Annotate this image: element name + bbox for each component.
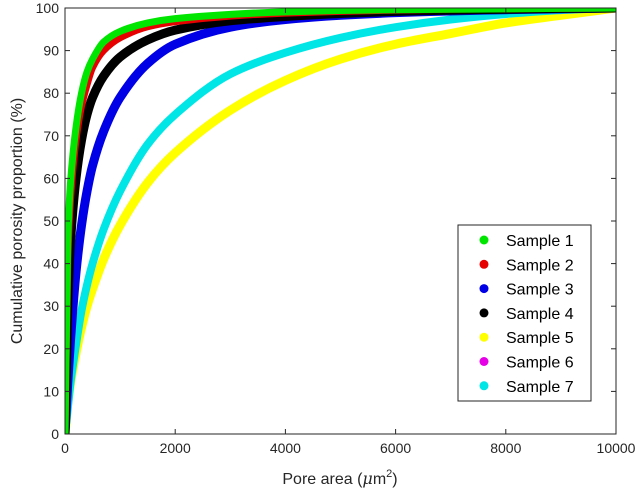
y-tick-label: 0: [51, 426, 59, 442]
legend-label: Sample 3: [506, 282, 574, 299]
series-line-sample-7: [65, 8, 616, 434]
legend-marker: [479, 332, 489, 342]
y-tick-label: 50: [43, 213, 59, 229]
y-tick-label: 30: [43, 298, 59, 314]
y-tick-label: 70: [43, 128, 59, 144]
legend-marker: [479, 259, 489, 269]
y-tick-label: 10: [43, 383, 59, 399]
legend-marker: [479, 284, 489, 294]
x-tick-label: 8000: [490, 440, 521, 456]
legend-label: Sample 1: [506, 233, 574, 250]
legend-label: Sample 7: [506, 379, 574, 396]
legend-marker: [479, 357, 489, 366]
tick-layer: 0 2000 4000 6000 8000 10000 0 10 20 30 40 50 60 70 80 9…: [36, 0, 636, 456]
legend: Sample 1 Sample 2 Sample 3 Sample 4 Sample 5…: [457, 224, 592, 402]
y-tick-label: 80: [43, 85, 59, 101]
y-tick-label: 20: [43, 341, 59, 357]
y-tick-label: 100: [36, 0, 60, 16]
y-tick-label: 40: [43, 256, 59, 272]
x-axis-label: Pore area (μm2): [282, 468, 397, 488]
legend-label: Sample 2: [506, 257, 574, 274]
x-tick-label: 10000: [597, 440, 636, 456]
y-tick-label: 90: [43, 43, 59, 59]
legend-marker: [479, 381, 489, 391]
x-tick-label: 2000: [160, 440, 191, 456]
x-tick-label: 4000: [270, 440, 301, 456]
legend-label: Sample 4: [506, 306, 574, 323]
legend-label: Sample 5: [506, 330, 574, 347]
series-layer: [65, 8, 616, 434]
x-tick-label: 0: [61, 440, 69, 456]
legend-marker: [479, 235, 489, 245]
y-tick-label: 60: [43, 170, 59, 186]
legend-marker: [479, 308, 489, 318]
series-line-sample-1: [65, 8, 616, 434]
x-tick-label: 6000: [380, 440, 411, 456]
y-axis-label: Cumulative porosity proportion (%): [9, 98, 26, 344]
legend-label: Sample 6: [506, 355, 574, 372]
